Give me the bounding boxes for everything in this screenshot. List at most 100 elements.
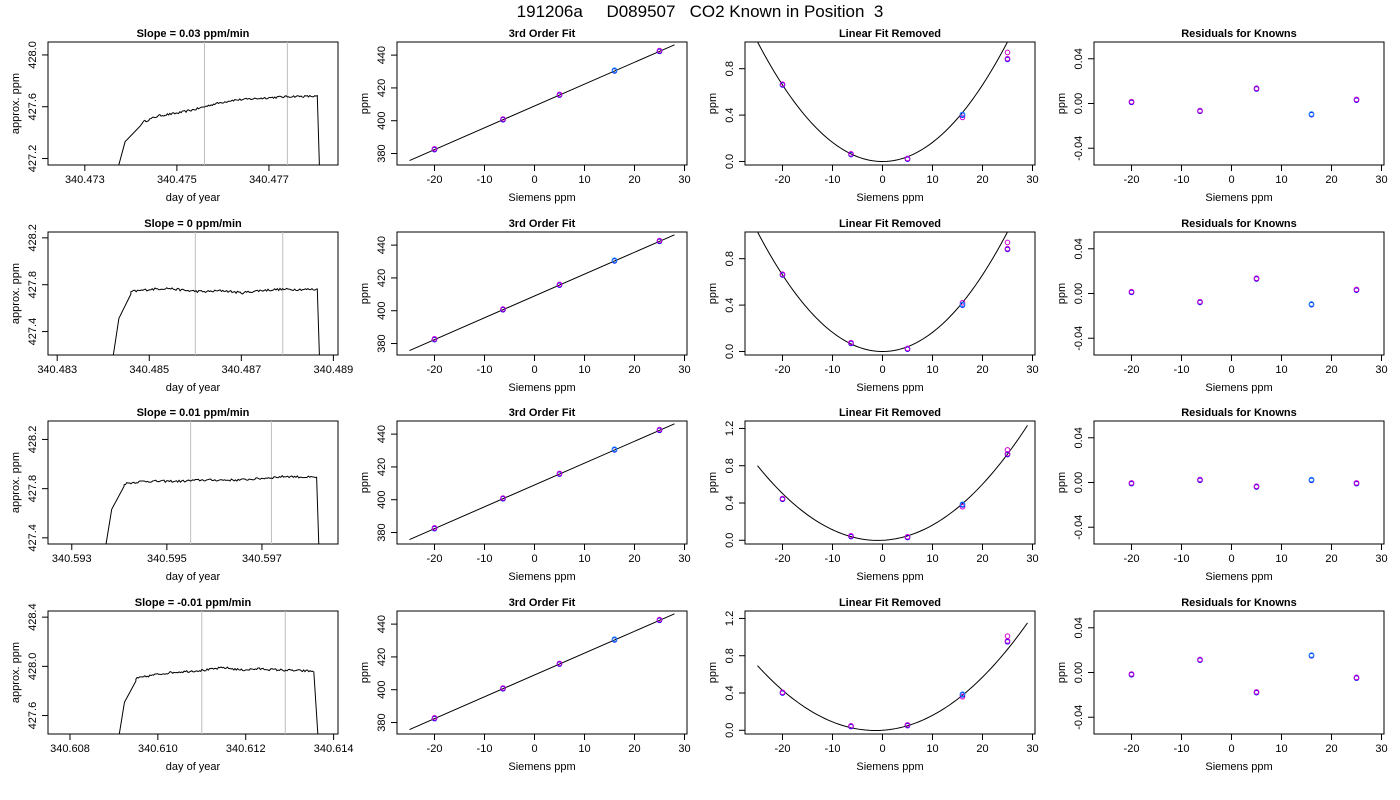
- y-tick-label: 0.4: [724, 685, 736, 700]
- data-point-overlay: [1128, 288, 1135, 295]
- x-tick-label: -20: [427, 553, 443, 565]
- x-tick-label: 10: [926, 364, 938, 376]
- y-tick-label: -0.04: [1073, 326, 1085, 351]
- x-tick-label: -20: [1124, 743, 1140, 755]
- x-tick-label: -10: [825, 743, 841, 755]
- y-tick-label: 420: [376, 79, 388, 97]
- x-axis-label: Siemens ppm: [508, 192, 575, 204]
- x-tick-label: 340.487: [221, 364, 261, 376]
- x-tick-label: -10: [477, 743, 493, 755]
- data-point-overlay: [656, 47, 663, 54]
- x-tick-label: -20: [775, 174, 791, 186]
- plot-frame: [47, 610, 339, 735]
- y-tick-label: 440: [376, 46, 388, 64]
- y-tick-label: 400: [376, 302, 388, 320]
- x-axis-label: day of year: [166, 571, 221, 583]
- plot-frame: [1093, 41, 1385, 166]
- y-tick-label: 420: [376, 458, 388, 476]
- y-tick-label: 400: [376, 112, 388, 130]
- plot-area: [1128, 476, 1360, 490]
- series-trace: [118, 666, 319, 734]
- panel-r4c2: 3rd Order Fit -20 -10 0 10 20 30 380 400 420 440 Si…: [359, 597, 691, 773]
- x-tick-label: 0: [531, 364, 537, 376]
- panel-r2c3: Linear Fit Removed -20 -10 0 10 20 30 0.0 0.4 0.8…: [707, 218, 1039, 394]
- y-tick-label: 427.8: [27, 271, 39, 299]
- data-point-alt: [1004, 239, 1011, 246]
- plot-title: Slope = 0.03 ppm/min: [137, 28, 250, 40]
- x-tick-label: 30: [678, 364, 690, 376]
- x-axis-label: Siemens ppm: [508, 761, 575, 773]
- panel-r4c1: Slope = -0.01 ppm/min 340.608 340.610 340.6…: [10, 597, 353, 773]
- figure-title: 191206a D089507 CO2 Known in Position 3: [516, 2, 884, 21]
- fit-line: [409, 423, 675, 541]
- plot-frame: [396, 41, 688, 166]
- x-tick-label: -10: [825, 553, 841, 565]
- plot-area: [118, 42, 320, 165]
- data-point-overlay: [1308, 476, 1315, 483]
- panel-r2c4: Residuals for Knowns -20 -10 0 10 20 30 -0.04 0.…: [1056, 218, 1388, 394]
- y-tick-label: 0.04: [1073, 617, 1085, 638]
- plot-frame: [1093, 420, 1385, 545]
- y-tick-label: 0.04: [1073, 48, 1085, 69]
- data-point-overlay: [1128, 480, 1135, 486]
- y-axis-label: approx. ppm: [10, 452, 22, 513]
- y-tick-label: 1.2: [724, 611, 736, 626]
- x-axis-label: Siemens ppm: [1205, 571, 1272, 583]
- x-axis-label: Siemens ppm: [1205, 192, 1272, 204]
- x-axis-label: Siemens ppm: [856, 571, 923, 583]
- data-point-overlay: [431, 146, 438, 152]
- y-tick-label: 427.6: [27, 93, 39, 121]
- x-tick-label: 30: [678, 743, 690, 755]
- panel-r1c3: Linear Fit Removed -20 -10 0 10 20 30 0.0 0.4 0.8…: [707, 28, 1039, 204]
- x-tick-label: 0: [879, 364, 885, 376]
- y-tick-label: 0.0: [724, 533, 736, 548]
- plot-area: [112, 232, 320, 355]
- data-point-overlay: [500, 685, 506, 691]
- plot-title: Linear Fit Removed: [839, 597, 941, 609]
- x-tick-label: 340.612: [226, 743, 266, 755]
- data-point-alt: [1004, 49, 1011, 56]
- data-point-overlay: [959, 501, 966, 507]
- series-trace: [118, 94, 320, 165]
- plot-frame: [744, 420, 1036, 545]
- plot-frame: [47, 41, 339, 166]
- plot-title: Linear Fit Removed: [839, 28, 941, 40]
- y-tick-label: 0.8: [724, 61, 736, 76]
- data-point-overlay: [656, 237, 663, 244]
- x-tick-label: 10: [926, 743, 938, 755]
- plot-frame: [396, 610, 688, 735]
- data-point-overlay: [1253, 689, 1260, 695]
- data-point-overlay: [1197, 298, 1203, 305]
- x-axis-label: day of year: [166, 192, 221, 204]
- y-tick-label: -0.04: [1073, 136, 1085, 161]
- y-axis-label: ppm: [1056, 283, 1068, 304]
- y-tick-label: 428.2: [27, 426, 39, 454]
- x-tick-label: 10: [578, 743, 590, 755]
- x-tick-label: 20: [628, 174, 640, 186]
- plot-title: Slope = 0 ppm/min: [144, 218, 242, 230]
- data-point-overlay: [959, 301, 966, 308]
- y-tick-label: 380: [376, 523, 388, 541]
- y-tick-label: 427.4: [27, 318, 39, 346]
- data-point-overlay: [1197, 476, 1203, 483]
- x-tick-label: 10: [578, 174, 590, 186]
- x-tick-label: 20: [628, 364, 640, 376]
- panel-r1c2: 3rd Order Fit -20 -10 0 10 20 30 380 400 420 440 Si…: [359, 28, 691, 204]
- plot-frame: [1093, 610, 1385, 735]
- y-tick-label: 0.4: [724, 107, 736, 122]
- y-tick-label: 0.8: [724, 251, 736, 266]
- data-point-overlay: [500, 306, 506, 312]
- x-tick-label: 20: [1325, 553, 1337, 565]
- y-axis-label: approx. ppm: [10, 263, 22, 324]
- panel-r3c1: Slope = 0.01 ppm/min 340.593 340.595 340.59…: [10, 407, 339, 583]
- y-tick-label: 420: [376, 269, 388, 287]
- y-tick-label: 420: [376, 648, 388, 666]
- x-axis-label: day of year: [166, 761, 221, 773]
- plot-frame: [47, 420, 339, 545]
- data-point-overlay: [1353, 286, 1360, 293]
- x-tick-label: 0: [531, 743, 537, 755]
- plot-frame: [47, 231, 339, 356]
- y-axis-label: ppm: [1056, 662, 1068, 683]
- data-point-overlay: [611, 257, 618, 263]
- y-axis-label: ppm: [359, 283, 371, 304]
